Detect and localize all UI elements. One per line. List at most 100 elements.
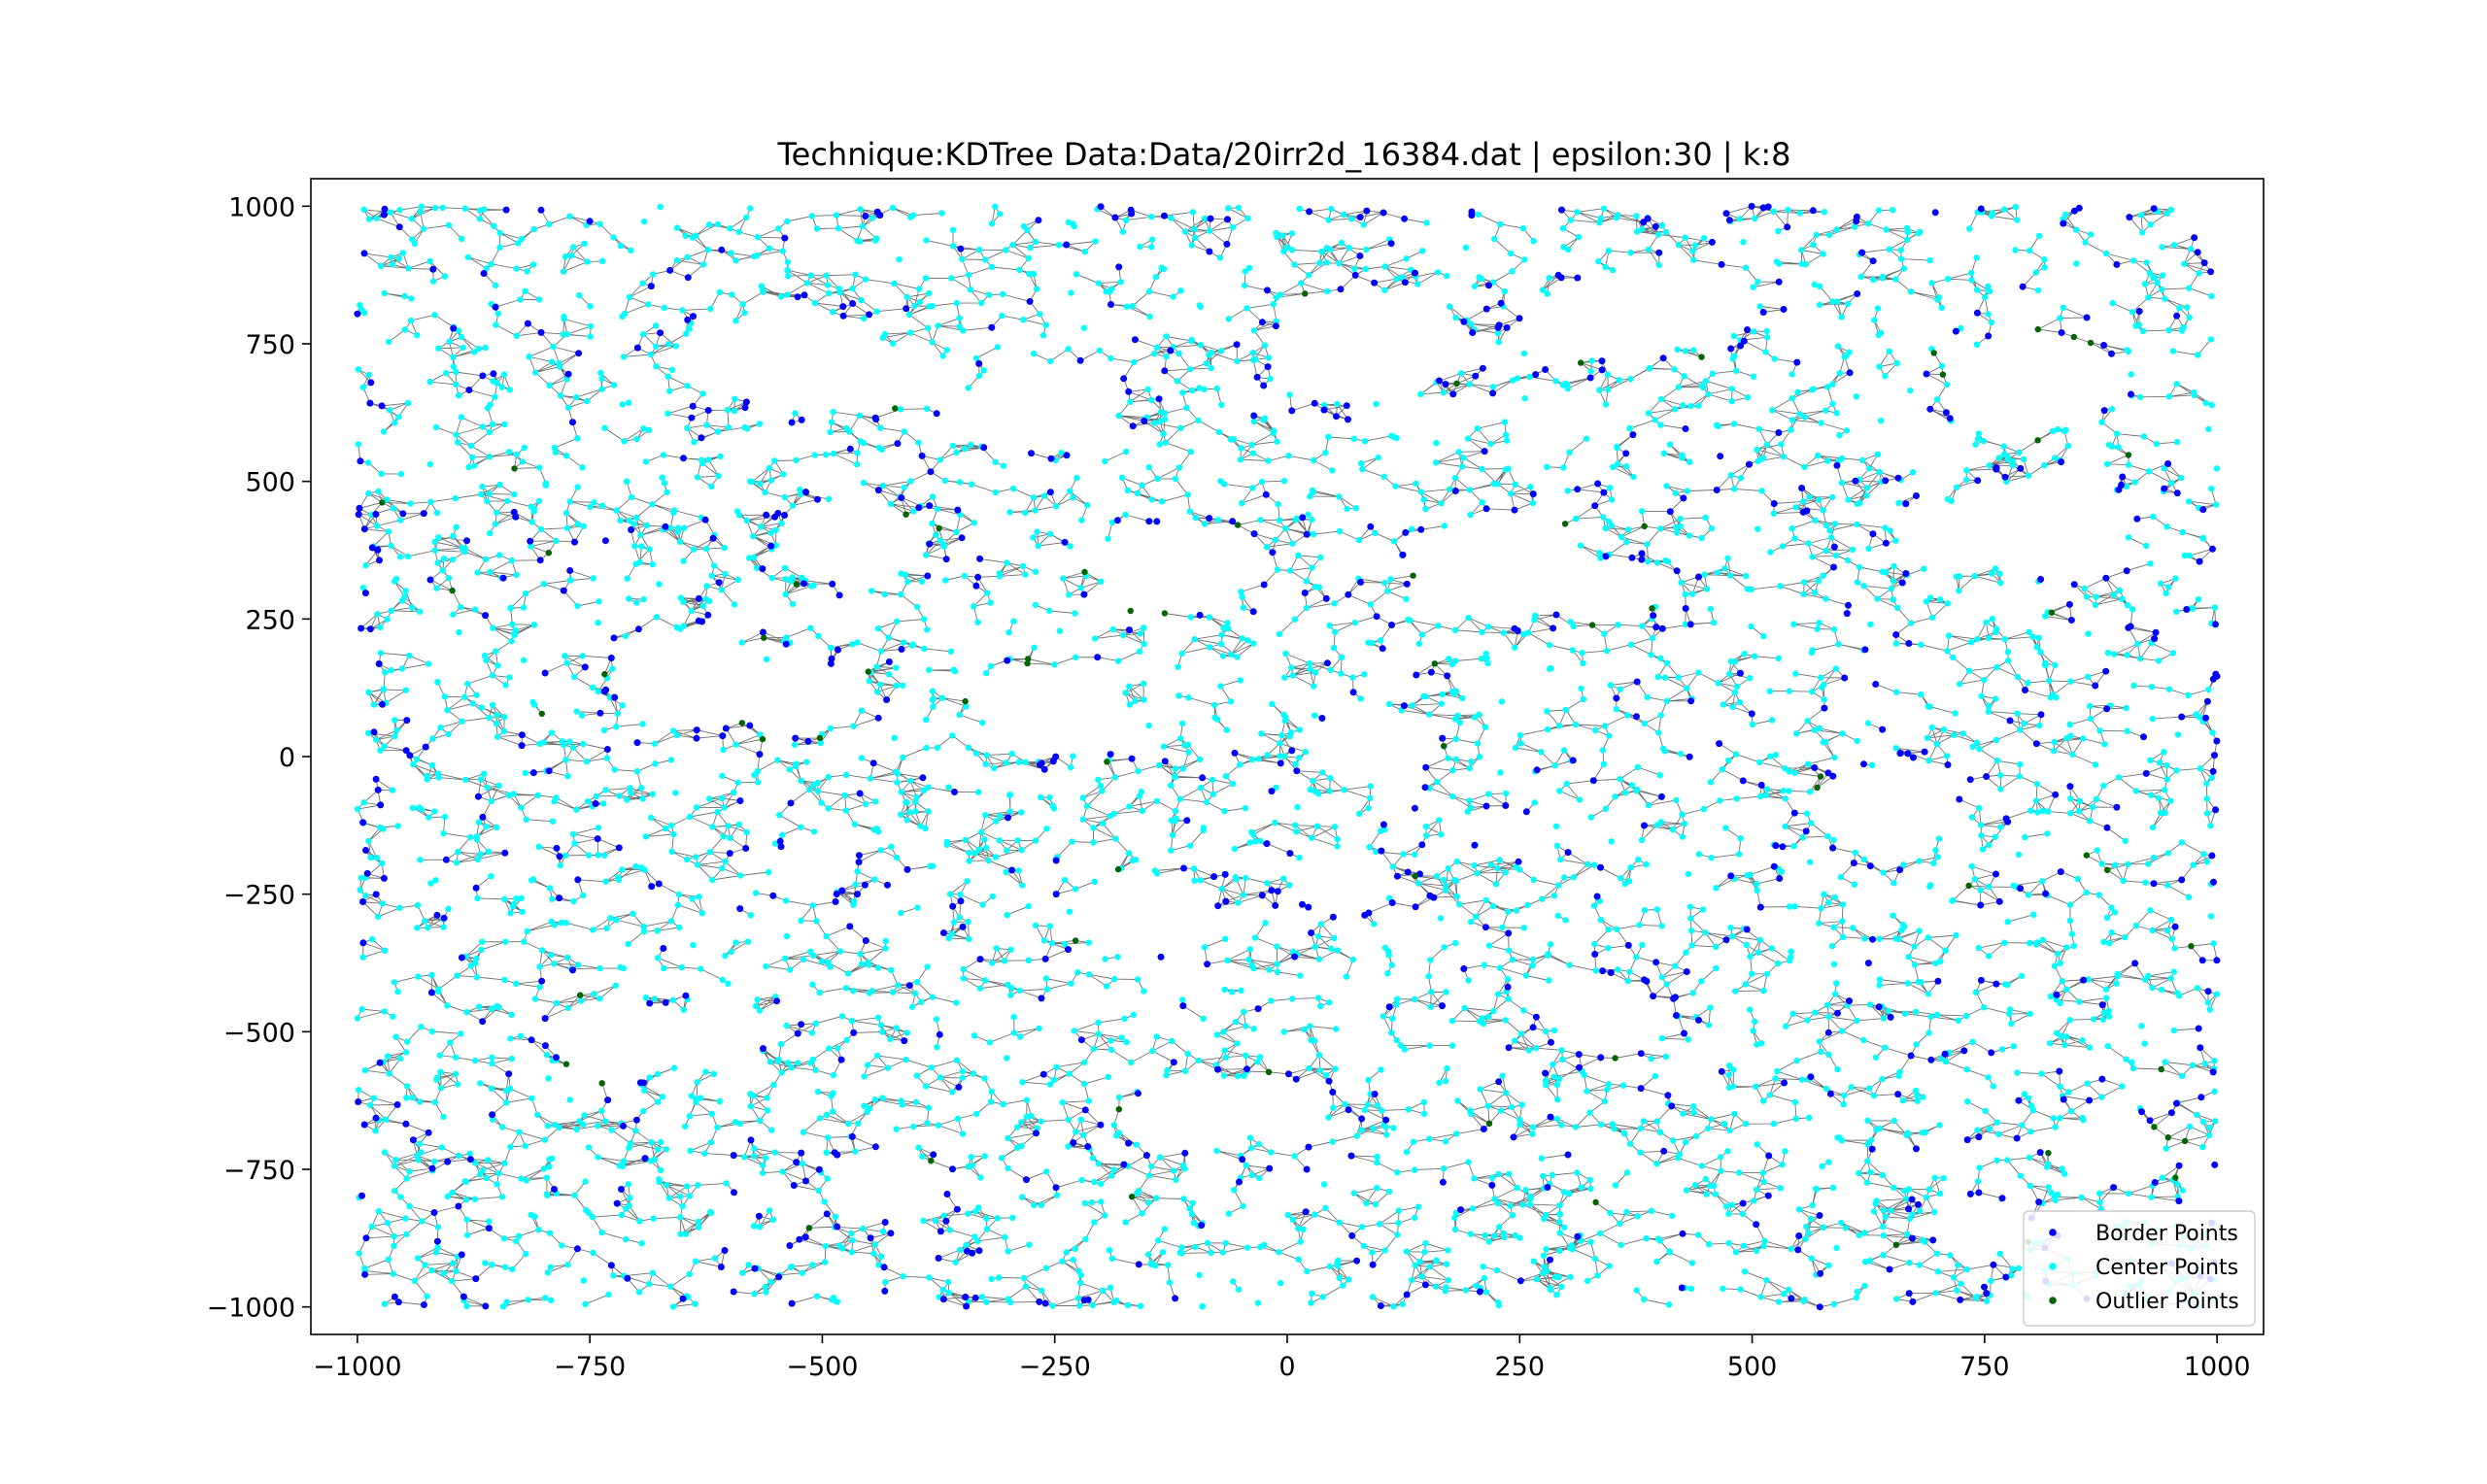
data-point [1059, 1099, 1067, 1106]
data-point [2129, 309, 2136, 316]
data-point [1652, 417, 1658, 423]
data-point [823, 1111, 831, 1119]
data-point [1648, 1055, 1654, 1062]
data-point [1421, 1281, 1429, 1289]
data-point [846, 923, 854, 930]
data-point [2098, 1094, 2105, 1100]
data-point [2036, 722, 2043, 729]
data-point [1282, 525, 1289, 532]
data-point [1217, 478, 1224, 485]
data-point [1445, 1276, 1452, 1284]
data-point [2001, 451, 2008, 457]
data-point [1593, 893, 1601, 900]
data-point [1879, 1075, 1886, 1083]
data-point [635, 1289, 643, 1296]
data-point [1576, 796, 1584, 803]
data-point [1201, 521, 1209, 527]
data-point [2009, 1265, 2016, 1272]
data-point [1274, 943, 1280, 950]
data-point [626, 517, 632, 524]
data-point [884, 1064, 892, 1071]
data-point [2140, 733, 2147, 741]
data-point [915, 286, 923, 292]
data-point [1926, 256, 1933, 264]
data-point [1095, 280, 1103, 287]
data-point [756, 1224, 764, 1231]
data-point [1466, 381, 1473, 388]
data-point [2178, 876, 2186, 884]
data-point [1829, 400, 1836, 407]
data-point [1819, 684, 1825, 691]
data-point [1740, 1242, 1748, 1249]
data-point [1725, 757, 1732, 764]
data-point [772, 542, 779, 549]
data-point [673, 624, 680, 630]
data-point [1675, 674, 1682, 681]
data-point [1285, 1070, 1292, 1078]
data-point [1229, 780, 1237, 788]
data-point [388, 607, 394, 614]
data-point [982, 977, 989, 984]
data-point [1902, 570, 1910, 577]
data-point [781, 564, 789, 571]
data-point [540, 1165, 548, 1172]
data-point [1834, 1009, 1841, 1017]
data-point [1895, 499, 1902, 507]
data-point [648, 1139, 655, 1146]
data-point [871, 414, 879, 422]
data-point [1254, 1005, 1262, 1013]
data-point [1760, 1178, 1767, 1186]
data-point [915, 439, 922, 446]
data-point [1529, 962, 1536, 969]
data-point [1478, 656, 1485, 662]
data-point [894, 618, 901, 625]
data-point [1782, 795, 1789, 802]
data-point [1627, 250, 1634, 256]
data-point [450, 354, 457, 360]
data-point [1280, 1029, 1288, 1035]
data-point [596, 995, 603, 1002]
data-point [698, 910, 705, 917]
data-point [1796, 210, 1804, 217]
data-point [655, 1146, 662, 1153]
data-point [1810, 241, 1817, 249]
data-point [2057, 960, 2063, 966]
data-point [974, 1237, 981, 1245]
data-point [1174, 378, 1181, 385]
data-point [722, 858, 729, 865]
data-point [1977, 205, 1985, 213]
data-point [1325, 1114, 1332, 1121]
data-point [814, 1089, 822, 1096]
data-point [1426, 1264, 1434, 1270]
data-point [1915, 1200, 1922, 1208]
data-point [1257, 517, 1264, 523]
data-point [492, 393, 498, 400]
data-point [2034, 287, 2042, 294]
data-point [1850, 925, 1857, 931]
data-point [1071, 222, 1077, 230]
data-point [684, 1183, 691, 1190]
data-point [1048, 940, 1056, 947]
data-point [1091, 878, 1098, 885]
data-point [486, 714, 493, 722]
data-point [420, 510, 427, 518]
data-point [1381, 287, 1388, 293]
data-point [1665, 1301, 1673, 1308]
data-point [1480, 1126, 1487, 1132]
data-point [949, 442, 957, 450]
data-point [487, 568, 494, 576]
data-point [513, 451, 520, 458]
data-point [1794, 1246, 1802, 1254]
data-point [1038, 759, 1045, 767]
data-point [965, 1210, 971, 1217]
data-point [2164, 850, 2171, 857]
data-point [1476, 1288, 1483, 1296]
data-point [883, 696, 891, 703]
data-point [708, 572, 715, 580]
data-point [1891, 1184, 1897, 1192]
data-point [632, 862, 639, 870]
data-point [1496, 857, 1503, 863]
data-point [1732, 1249, 1740, 1256]
data-point [1963, 1265, 1970, 1273]
data-point [624, 478, 630, 485]
